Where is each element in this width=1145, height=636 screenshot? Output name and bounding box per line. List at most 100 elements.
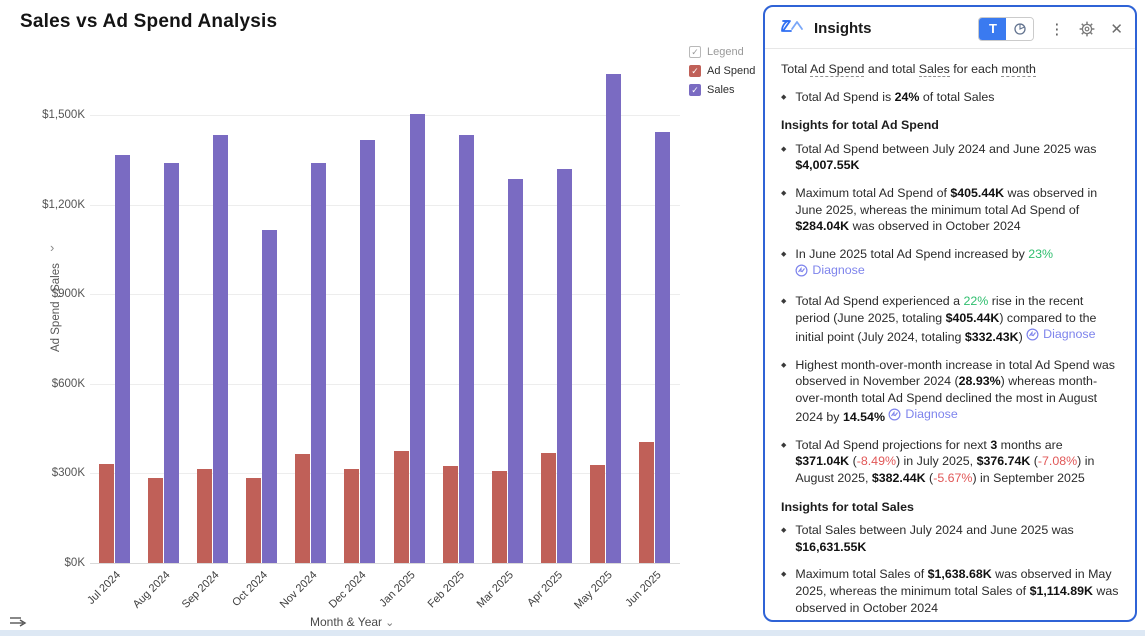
y-tick-label: $300K bbox=[51, 467, 85, 480]
bar-sales-jul-2024[interactable] bbox=[114, 155, 130, 563]
insight-text: Maximum total Ad Spend of $405.44K was o… bbox=[795, 186, 1098, 234]
diagnose-icon bbox=[1026, 328, 1039, 341]
bar-ad-spend-dec-2024[interactable] bbox=[344, 469, 360, 563]
bar-ad-spend-mar-2025[interactable] bbox=[491, 470, 507, 563]
bar-sales-may-2025[interactable] bbox=[606, 73, 622, 563]
diagnose-icon bbox=[795, 264, 808, 277]
bar-ad-spend-oct-2024[interactable] bbox=[246, 478, 262, 563]
insights-intro: Total Ad Spend and total Sales for each … bbox=[781, 62, 1036, 77]
bar-ad-spend-jun-2025[interactable] bbox=[639, 441, 655, 563]
bar-ad-spend-may-2025[interactable] bbox=[590, 464, 606, 563]
gear-icon[interactable] bbox=[1079, 21, 1095, 37]
diagnose-link[interactable]: Diagnose bbox=[888, 406, 958, 423]
x-tick-label: Jun 2025 bbox=[623, 569, 664, 610]
x-axis-title-label: Month & Year bbox=[310, 615, 383, 629]
ad-spend-checkbox[interactable]: ✓ bbox=[689, 65, 701, 77]
bar-sales-aug-2024[interactable] bbox=[163, 162, 179, 563]
x-tick-label: Apr 2025 bbox=[525, 569, 566, 610]
bullet-diamond-icon: ◆ bbox=[781, 441, 787, 449]
chevron-down-icon: ⌄ bbox=[385, 617, 395, 629]
bar-ad-spend-jul-2024[interactable] bbox=[98, 463, 114, 563]
bar-sales-dec-2024[interactable] bbox=[360, 140, 376, 563]
bar-sales-oct-2024[interactable] bbox=[262, 230, 278, 563]
insight-text: Maximum total Sales of $1,638.68K was ob… bbox=[795, 567, 1119, 615]
insight-text: Total Ad Spend is 24% of total Sales bbox=[795, 89, 995, 104]
insight-text: Total Sales between July 2024 and June 2… bbox=[795, 523, 1074, 554]
legend-item-ad-spend[interactable]: ✓ Ad Spend bbox=[689, 65, 755, 77]
y-axis-title[interactable]: Ad Spend , Sales bbox=[50, 263, 62, 352]
plot-area bbox=[90, 70, 680, 564]
bar-ad-spend-aug-2024[interactable] bbox=[147, 478, 163, 563]
pie-chart-icon bbox=[1014, 22, 1026, 35]
insight-text: Highest month-over-month increase in tot… bbox=[795, 357, 1115, 425]
insights-section-header: Insights for total Sales bbox=[781, 499, 914, 514]
legend-item-sales[interactable]: ✓ Sales bbox=[689, 84, 755, 96]
expand-sidebar-icon[interactable] bbox=[8, 614, 30, 630]
sales-checkbox[interactable]: ✓ bbox=[689, 84, 701, 96]
y-tick-label: $1,500K bbox=[42, 109, 85, 121]
bar-ad-spend-nov-2024[interactable] bbox=[295, 453, 311, 563]
insight-text: In June 2025 total Ad Spend increased by… bbox=[795, 246, 1054, 279]
bar-sales-feb-2025[interactable] bbox=[458, 135, 474, 563]
chart-view-button[interactable] bbox=[1006, 17, 1034, 40]
legend-item-label: Ad Spend bbox=[707, 65, 756, 77]
legend-checkbox[interactable]: ✓ bbox=[689, 46, 701, 58]
insights-section-header: Insights for total Ad Spend bbox=[781, 118, 939, 133]
insight-bullet: ◆ Maximum total Ad Spend of $405.44K was … bbox=[781, 185, 1119, 235]
x-tick-label: Sep 2024 bbox=[179, 569, 222, 611]
y-tick-label: $1,200K bbox=[42, 198, 85, 211]
bar-ad-spend-feb-2025[interactable] bbox=[442, 465, 458, 563]
legend-item-label: Sales bbox=[707, 84, 735, 96]
bullet-diamond-icon: ◆ bbox=[781, 93, 787, 101]
bar-ad-spend-sep-2024[interactable] bbox=[196, 469, 212, 563]
legend-toggle[interactable]: ✓ Legend bbox=[689, 46, 755, 58]
more-options-icon[interactable]: ⋮ bbox=[1049, 20, 1065, 38]
x-tick-label: Oct 2024 bbox=[230, 569, 271, 610]
x-tick-label: Mar 2025 bbox=[475, 569, 517, 611]
bottom-strip bbox=[0, 630, 1145, 636]
bar-sales-jan-2025[interactable] bbox=[409, 113, 425, 563]
bar-ad-spend-jan-2025[interactable] bbox=[393, 451, 409, 563]
panel-divider bbox=[765, 48, 1135, 49]
bar-sales-nov-2024[interactable] bbox=[311, 162, 327, 563]
y-axis-chevron-icon[interactable]: › bbox=[50, 240, 55, 255]
gridline bbox=[90, 115, 680, 116]
text-view-button[interactable]: T bbox=[979, 17, 1007, 40]
insight-bullet: ◆ Maximum total Sales of $1,638.68K was o… bbox=[781, 566, 1119, 616]
bullet-diamond-icon: ◆ bbox=[781, 571, 787, 579]
bar-sales-mar-2025[interactable] bbox=[507, 179, 523, 563]
insight-text: Total Ad Spend projections for next 3 mo… bbox=[795, 437, 1095, 485]
insight-bullet: ◆ In June 2025 total Ad Spend increased b… bbox=[781, 246, 1119, 282]
close-icon[interactable]: ✕ bbox=[1110, 20, 1123, 38]
gridline bbox=[90, 294, 680, 296]
bar-sales-jun-2025[interactable] bbox=[655, 131, 671, 563]
diagnose-link[interactable]: Diagnose bbox=[1026, 326, 1096, 343]
legend: ✓ Legend ✓ Ad Spend ✓ Sales bbox=[689, 46, 755, 96]
diagnose-link[interactable]: Diagnose bbox=[795, 262, 865, 279]
y-tick-label: $0K bbox=[64, 557, 85, 569]
insight-bullet: ◆ Total Ad Spend is 24% of total Sales bbox=[781, 89, 1119, 106]
insights-panel-header: Insights T ⋮ bbox=[765, 7, 1135, 48]
insight-bullet: ◆ Total Sales between July 2024 and June … bbox=[781, 522, 1119, 555]
insight-bullet: ◆ Highest month-over-month increase in to… bbox=[781, 357, 1119, 426]
gridline bbox=[90, 383, 680, 385]
bar-sales-sep-2024[interactable] bbox=[212, 135, 228, 563]
y-tick-label: $600K bbox=[51, 377, 85, 390]
x-axis-title[interactable]: Month & Year ⌄ bbox=[310, 615, 394, 629]
zia-logo-icon bbox=[779, 16, 805, 41]
x-tick-label: Feb 2025 bbox=[425, 569, 468, 611]
bar-ad-spend-apr-2025[interactable] bbox=[541, 453, 557, 563]
gridline bbox=[90, 473, 680, 475]
bullet-diamond-icon: ◆ bbox=[781, 527, 787, 535]
diagnose-icon bbox=[888, 408, 901, 421]
gridline bbox=[90, 204, 680, 206]
bullet-diamond-icon: ◆ bbox=[781, 190, 787, 198]
insight-bullet: ◆ Total Ad Spend projections for next 3 m… bbox=[781, 437, 1119, 487]
bar-sales-apr-2025[interactable] bbox=[557, 168, 573, 563]
insights-panel: Insights T ⋮ bbox=[763, 5, 1137, 622]
bullet-diamond-icon: ◆ bbox=[781, 145, 787, 153]
x-tick-label: May 2025 bbox=[572, 569, 615, 612]
x-tick-label: Nov 2024 bbox=[277, 569, 320, 611]
x-tick-label: Dec 2024 bbox=[327, 569, 369, 611]
